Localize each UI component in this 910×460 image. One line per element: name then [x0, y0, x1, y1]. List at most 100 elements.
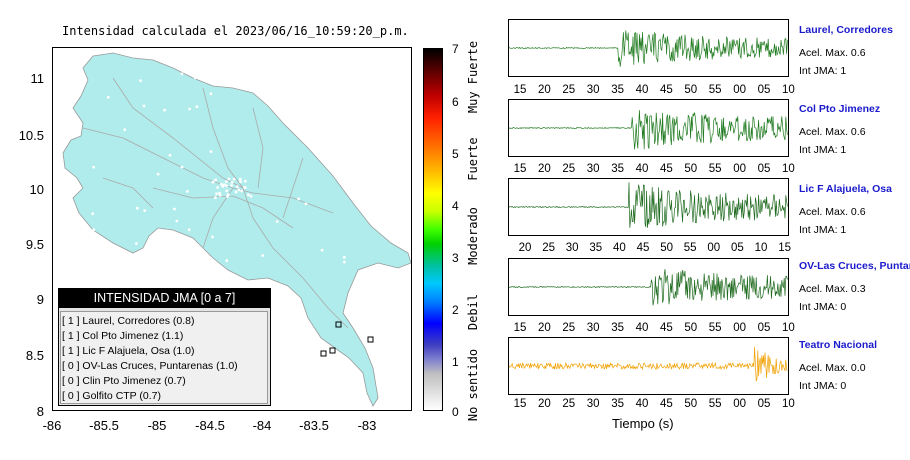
time-tick: 40 — [612, 242, 626, 254]
station-dot — [106, 95, 110, 99]
legend-title: INTENSIDAD JMA [0 a 7] — [58, 288, 271, 308]
trace-svg — [508, 182, 788, 228]
station-dot — [175, 219, 179, 223]
legend-row: [ 1 ] Lic F Alajuela, Osa (1.0) — [62, 345, 195, 357]
station-dot — [230, 181, 234, 184]
colorbar-label: No sentido — [466, 348, 480, 422]
trace-svg — [508, 346, 788, 382]
station-name: Lic F Alajuela, Osa — [799, 183, 892, 195]
time-tick: 55 — [708, 322, 722, 334]
legend-row: [ 1 ] Col Pto Jimenez (1.1) — [62, 330, 184, 342]
time-tick: 10 — [781, 84, 795, 96]
waveform-line — [508, 269, 788, 306]
station-dot — [180, 165, 184, 169]
station-dot — [225, 189, 229, 193]
station-dot — [297, 197, 300, 201]
colorbar-tick: 3 — [452, 251, 459, 265]
station-dot — [220, 182, 223, 186]
time-tick: 50 — [684, 84, 698, 96]
station-dot — [243, 186, 247, 189]
trace-frame — [508, 337, 789, 395]
station-dot — [230, 184, 234, 187]
map-title: Intensidad calculada el 2023/06/16_10:59… — [62, 24, 409, 38]
intensity-colorbar — [423, 48, 443, 411]
station-dot — [226, 193, 230, 197]
time-tick: 35 — [611, 84, 624, 96]
time-tick: 15 — [778, 242, 791, 254]
time-tick: 15 — [513, 84, 527, 96]
station-dot — [238, 177, 242, 181]
time-tick: 20 — [518, 242, 532, 254]
waveform-line — [508, 110, 788, 150]
legend-inner — [60, 311, 268, 404]
station-dot — [83, 236, 87, 240]
colorbar-tick: 0 — [452, 405, 459, 419]
station-dot — [225, 259, 229, 263]
station-dot — [95, 256, 99, 260]
station-dot — [143, 209, 147, 213]
station-name: Col Pto Jimenez — [799, 103, 881, 115]
station-dot — [173, 207, 176, 211]
station-acel: Acel. Max. 0.3 — [799, 283, 866, 295]
costa-rica-map — [62, 52, 412, 407]
station-dot — [193, 76, 197, 80]
station-dot — [275, 220, 279, 223]
station-dot — [264, 87, 267, 91]
colorbar-tick: 6 — [452, 95, 459, 109]
map-ytick: 8.5 — [25, 348, 44, 363]
map-ytick: 10 — [29, 182, 44, 197]
time-axis-label: Tiempo (s) — [612, 416, 674, 431]
time-tick: 15 — [513, 163, 527, 175]
map-xtick: -85 — [147, 418, 167, 433]
trace-svg — [508, 269, 788, 306]
time-tick: 35 — [589, 242, 603, 254]
time-tick: 20 — [537, 398, 551, 410]
station-dot — [240, 189, 244, 193]
time-tick: 40 — [635, 163, 649, 175]
time-tick: 45 — [659, 322, 673, 334]
station-dot — [243, 179, 247, 183]
time-tick: 30 — [586, 84, 600, 96]
station-dot — [218, 191, 221, 195]
station-dot — [142, 104, 146, 108]
time-tick: 35 — [611, 398, 624, 410]
time-tick: 30 — [586, 163, 600, 175]
station-dot — [187, 228, 191, 232]
station-dot — [224, 180, 228, 184]
station-dot — [91, 212, 95, 216]
station-dot — [213, 264, 217, 268]
station-dot — [247, 193, 250, 197]
station-dot — [235, 185, 239, 189]
station-dot — [135, 242, 138, 246]
station-jma: Int JMA: 1 — [799, 144, 847, 156]
map-xtick: -83.5 — [299, 418, 329, 433]
station-dot — [232, 177, 236, 181]
time-tick: 30 — [565, 242, 579, 254]
station-dot — [163, 108, 166, 112]
trace-frame — [508, 99, 789, 157]
station-acel: Acel. Max. 0.6 — [799, 206, 866, 218]
map-ytick: 9 — [36, 292, 44, 307]
time-tick: 05 — [757, 163, 771, 175]
time-tick: 55 — [683, 242, 697, 254]
legend-row: [ 0 ] Clin Pto Jimenez (0.7) — [62, 375, 186, 387]
map-ytick: 11 — [30, 71, 45, 86]
station-dot — [215, 192, 218, 196]
time-tick: 00 — [733, 398, 746, 410]
time-tick: 50 — [684, 163, 698, 175]
station-dot — [320, 248, 324, 252]
time-tick: 00 — [733, 84, 746, 96]
time-tick: 35 — [611, 163, 624, 175]
station-dot — [195, 105, 199, 109]
station-dot — [156, 172, 160, 176]
time-tick: 10 — [781, 322, 795, 334]
station-name: Teatro Nacional — [799, 339, 877, 351]
time-tick: 25 — [542, 242, 555, 254]
station-dot — [92, 228, 96, 232]
legend-row: [ 1 ] Laurel, Corredores (0.8) — [62, 315, 195, 327]
waveform-line — [508, 346, 788, 382]
waveform-line — [508, 30, 788, 67]
time-tick: 25 — [562, 322, 576, 334]
station-acel: Acel. Max. 0.6 — [799, 126, 866, 138]
station-dot — [186, 190, 189, 193]
